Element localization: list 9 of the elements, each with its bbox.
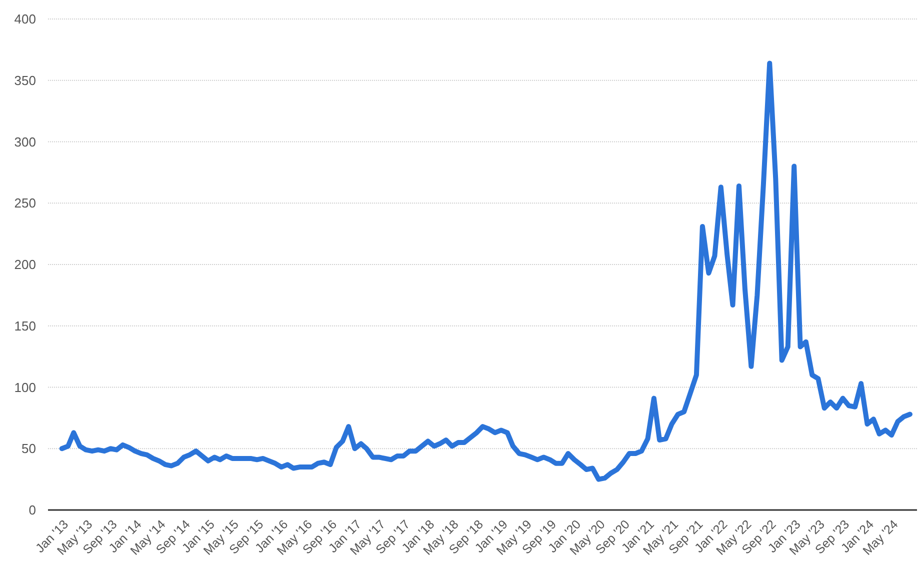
y-tick-label: 400 bbox=[14, 12, 36, 27]
y-tick-label: 100 bbox=[14, 380, 36, 395]
y-tick-label: 150 bbox=[14, 318, 36, 334]
y-tick-label: 0 bbox=[28, 502, 36, 518]
y-tick-label: 350 bbox=[14, 72, 36, 88]
y-tick-label: 250 bbox=[14, 196, 36, 211]
y-tick-label: 200 bbox=[14, 257, 36, 272]
y-tick-label: 300 bbox=[14, 134, 36, 150]
y-tick-label: 50 bbox=[22, 441, 36, 456]
